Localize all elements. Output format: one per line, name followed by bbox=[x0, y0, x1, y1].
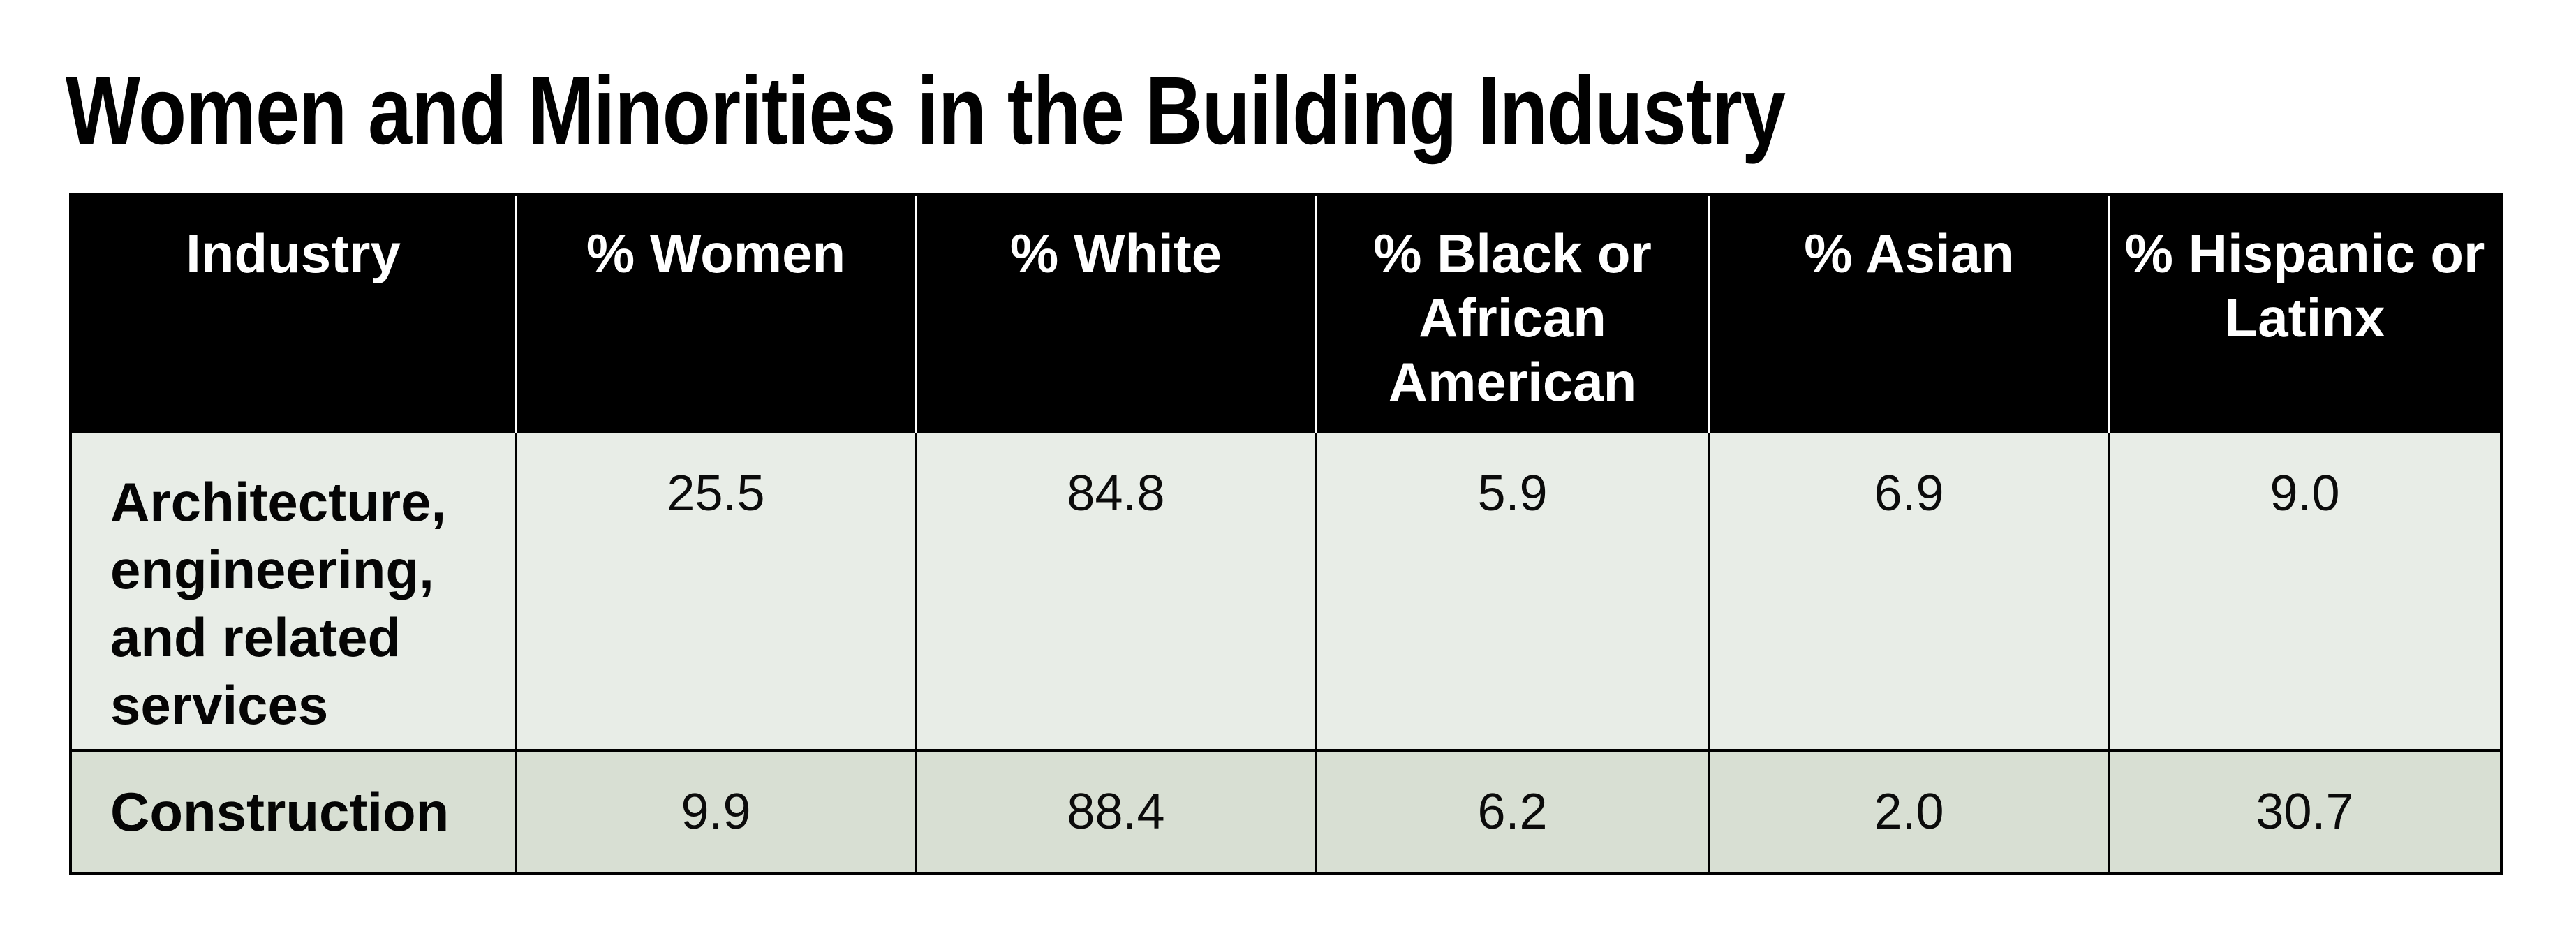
cell-architecture-percent-hispanic: 9.0 bbox=[2108, 433, 2500, 749]
demographics-table: Industry % Women % White % Black or Afri… bbox=[69, 193, 2503, 875]
cell-architecture-percent-women: 25.5 bbox=[515, 433, 915, 749]
cell-construction-percent-women: 9.9 bbox=[515, 752, 915, 872]
table-row-architecture: Architecture, engineering, and related s… bbox=[72, 433, 2500, 749]
cell-architecture-percent-black: 5.9 bbox=[1315, 433, 1708, 749]
column-header-percent-black-or-african-american: % Black or African American bbox=[1315, 196, 1708, 433]
column-header-percent-asian: % Asian bbox=[1708, 196, 2108, 433]
cell-construction-percent-hispanic: 30.7 bbox=[2108, 752, 2500, 872]
column-header-percent-white: % White bbox=[915, 196, 1315, 433]
table-row-construction: Construction 9.9 88.4 6.2 2.0 30.7 bbox=[72, 749, 2500, 872]
page-title: Women and Minorities in the Building Ind… bbox=[66, 63, 2163, 159]
table-header-row: Industry % Women % White % Black or Afri… bbox=[72, 196, 2500, 433]
page-title-text: Women and Minorities in the Building Ind… bbox=[66, 57, 1786, 165]
row-label-architecture: Architecture, engineering, and related s… bbox=[110, 471, 447, 736]
column-header-percent-hispanic-or-latinx: % Hispanic or Latinx bbox=[2108, 196, 2500, 433]
cell-construction-percent-white: 88.4 bbox=[915, 752, 1315, 872]
cell-construction-percent-black: 6.2 bbox=[1315, 752, 1708, 872]
row-label-construction: Construction bbox=[110, 780, 450, 842]
cell-architecture-percent-asian: 6.9 bbox=[1708, 433, 2108, 749]
cell-architecture-percent-white: 84.8 bbox=[915, 433, 1315, 749]
column-header-percent-women: % Women bbox=[515, 196, 915, 433]
cell-construction-percent-asian: 2.0 bbox=[1708, 752, 2108, 872]
column-header-industry: Industry bbox=[186, 223, 401, 284]
